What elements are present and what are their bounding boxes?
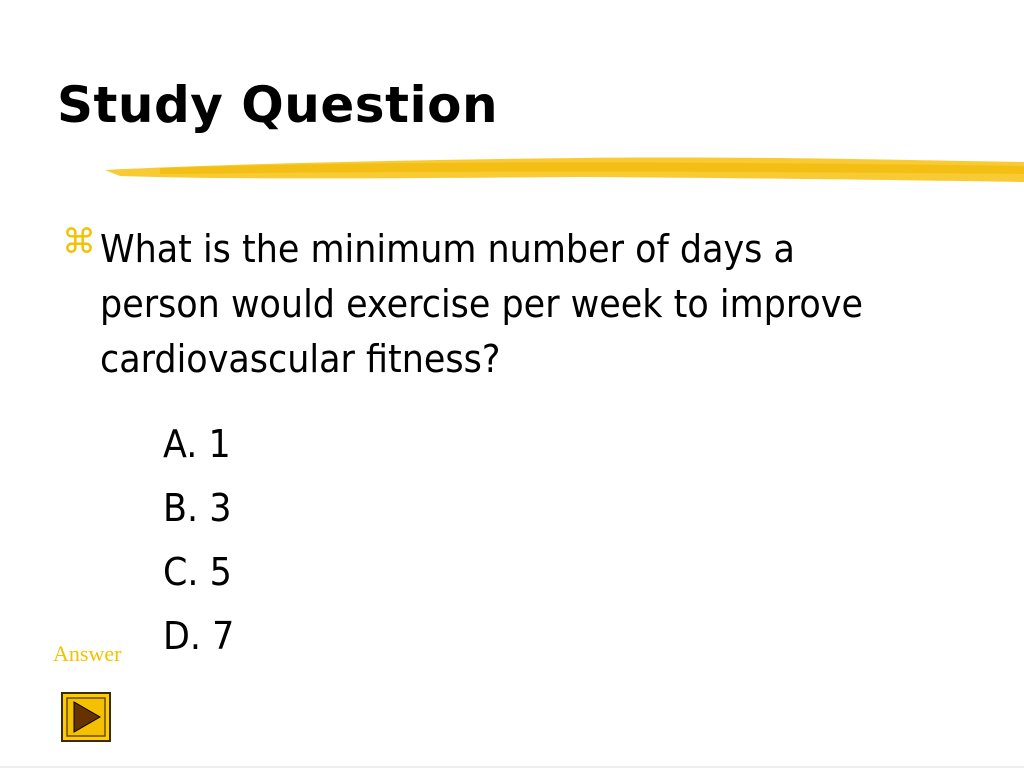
answer-link[interactable]: Answer (53, 641, 122, 666)
option-a: A. 1 (163, 422, 231, 466)
option-c: C. 5 (163, 550, 232, 594)
option-d: D. 7 (163, 614, 235, 658)
slide-bottom-border (0, 766, 1024, 768)
command-key-bullet-icon: ⌘ (62, 222, 96, 262)
question-text: What is the minimum number of days a per… (100, 227, 864, 381)
yellow-brush-stroke (105, 157, 1024, 182)
play-triangle-icon (73, 701, 102, 733)
slide-title: Study Question (57, 76, 499, 134)
answer-options: A. 1 B. 3 C. 5 D. 7 (163, 412, 234, 668)
play-button[interactable] (60, 691, 112, 743)
option-b: B. 3 (163, 486, 232, 530)
